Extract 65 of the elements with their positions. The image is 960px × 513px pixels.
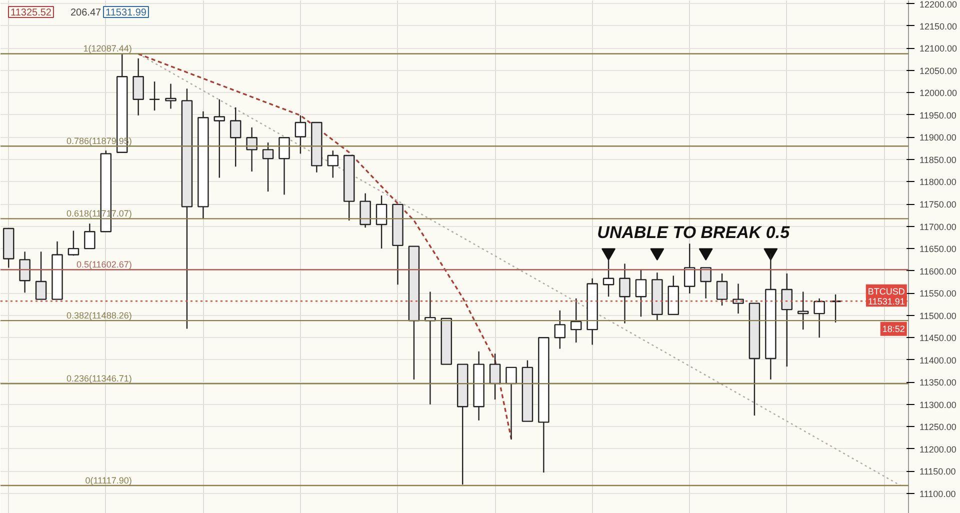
y-tick-label: 12000.00 <box>920 88 958 98</box>
candlestick <box>262 142 274 192</box>
annotation: 206.47 <box>70 8 102 18</box>
y-tick-label: 11500.00 <box>920 310 956 321</box>
y-tick-label: 11950.00 <box>920 110 956 120</box>
candlestick <box>35 251 47 300</box>
candlestick <box>19 251 30 294</box>
y-tick-label: 12050.00 <box>920 66 958 76</box>
y-tick-label: 11400.00 <box>920 355 956 366</box>
candlestick <box>132 58 144 116</box>
candlestick <box>360 192 371 228</box>
candlestick <box>684 243 696 294</box>
annotation: UNABLE TO BREAK 0.5 <box>597 222 790 242</box>
candlestick <box>554 310 566 350</box>
annotation: 11325.52 <box>10 8 52 18</box>
ref-line-label: BTCUSD <box>868 286 906 296</box>
candlestick <box>716 272 728 306</box>
y-tick-label: 11900.00 <box>920 132 956 143</box>
candlestick <box>165 83 176 110</box>
y-tick-label: 11700.00 <box>920 222 956 232</box>
candlestick <box>294 114 306 154</box>
line-series <box>138 53 512 440</box>
annotation: 11531.99 <box>106 8 147 18</box>
candlestick <box>506 366 517 440</box>
candlestick <box>68 230 80 256</box>
candlestick <box>781 272 793 368</box>
y-tick-label: 11250.00 <box>920 422 956 432</box>
candlestick <box>635 268 647 318</box>
y-tick-label: 11600.00 <box>920 266 956 276</box>
candlestick <box>570 298 582 344</box>
candlestick <box>700 267 712 300</box>
y-tick-label: 12100.00 <box>920 44 958 54</box>
y-tick-label: 11800.00 <box>920 177 956 188</box>
candlestick <box>84 223 96 250</box>
candlestick <box>376 194 388 250</box>
annotation: 11531.91 <box>868 296 905 307</box>
y-tick-label: 11750.00 <box>920 200 956 210</box>
y-tick-label: 12150.00 <box>920 21 958 32</box>
ref-line-label: 0.5(11602.67) <box>76 260 132 270</box>
y-tick-label: 11150.00 <box>920 466 956 477</box>
candlestick <box>246 126 258 172</box>
y-tick-label: 11300.00 <box>920 400 956 410</box>
y-tick-label: 11550.00 <box>920 288 956 299</box>
ref-line-label: 0.382(11488.26) <box>66 310 132 321</box>
ref-line-label: 0(11117.90) <box>85 475 132 486</box>
candlestick <box>797 291 809 330</box>
candlestick <box>814 298 825 338</box>
candlestick <box>619 263 630 324</box>
y-tick-label: 11850.00 <box>920 154 956 165</box>
y-tick-label: 11200.00 <box>920 444 956 454</box>
y-tick-label: 11450.00 <box>920 333 956 344</box>
candlestick <box>278 137 290 196</box>
annotation: 18:52 <box>882 324 905 334</box>
y-tick-label: 11350.00 <box>920 378 956 388</box>
candlestick <box>489 353 501 400</box>
y-tick-label: 11650.00 <box>920 244 956 254</box>
candlestick <box>732 283 744 314</box>
y-tick-label: 12200.00 <box>920 0 958 10</box>
candlestick <box>148 80 160 112</box>
ref-line-label: 0.236(11346.71) <box>66 374 132 384</box>
candlestick <box>214 98 226 178</box>
y-tick-label: 11100.00 <box>920 488 956 499</box>
candlestick <box>230 106 242 168</box>
candlestick <box>327 150 339 178</box>
ref-line-label: 1(12087.44) <box>83 44 132 54</box>
